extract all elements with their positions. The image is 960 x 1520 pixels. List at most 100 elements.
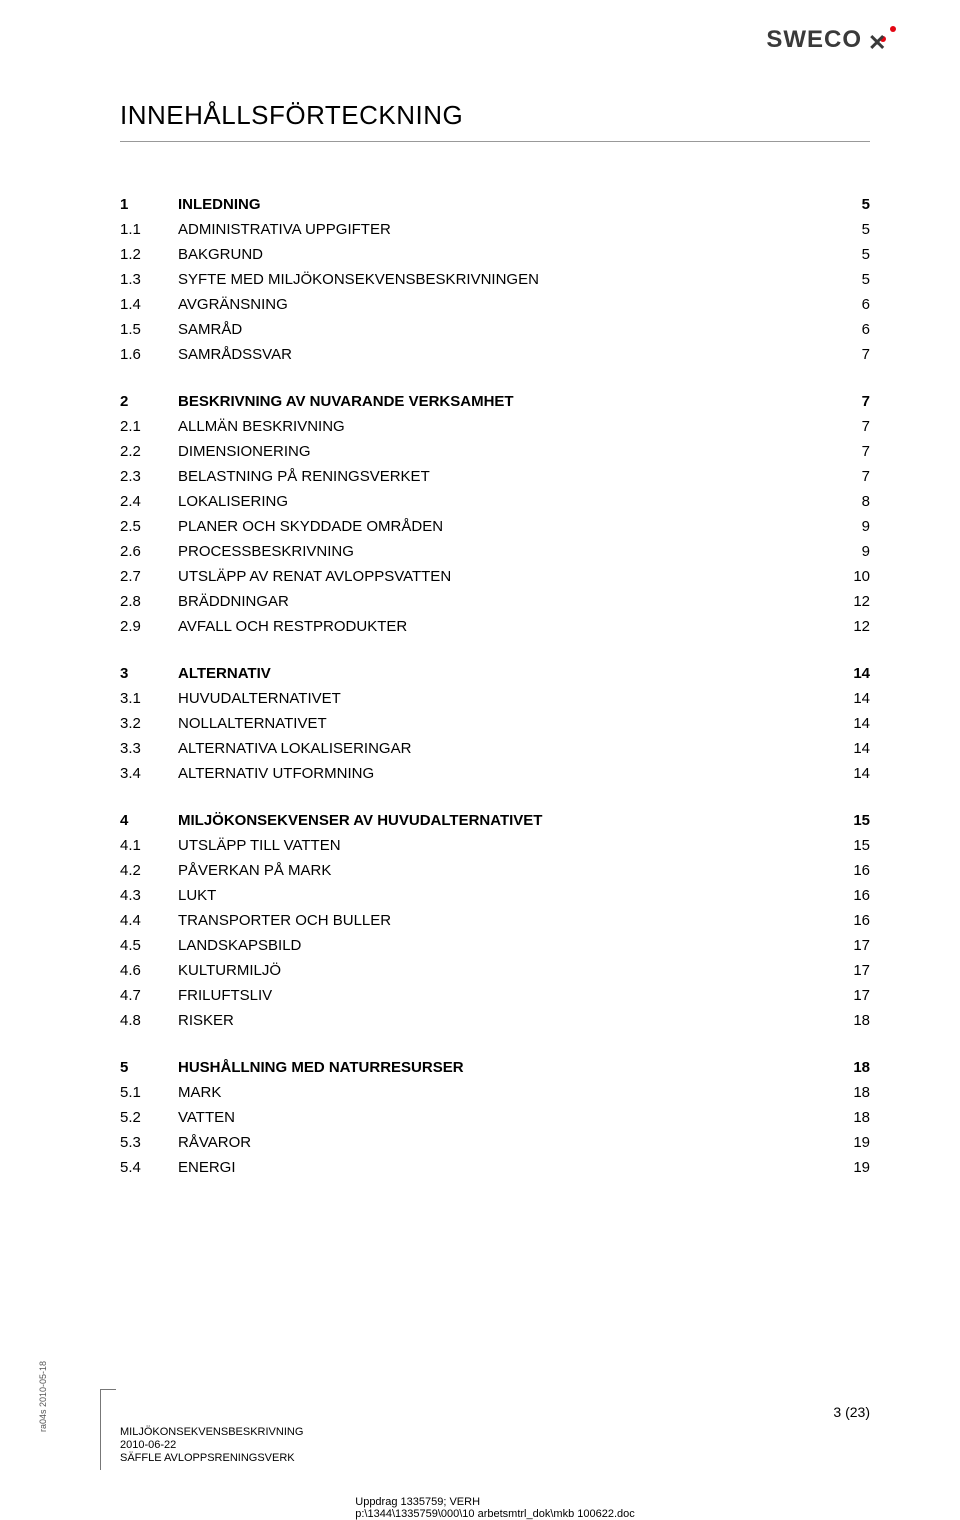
toc-number: 2.9	[120, 616, 178, 637]
toc-row: 1.2BAKGRUND5	[120, 242, 870, 267]
logo-text: SWECO	[766, 26, 862, 54]
toc-row: 5HUSHÅLLNING MED NATURRESURSER18	[120, 1055, 870, 1080]
toc-group: 4MILJÖKONSEKVENSER AV HUVUDALTERNATIVET1…	[120, 808, 870, 1033]
toc-label: HUVUDALTERNATIVET	[178, 688, 834, 709]
page-number: 3 (23)	[833, 1404, 870, 1420]
toc-label: ALTERNATIVA LOKALISERINGAR	[178, 738, 834, 759]
toc-label: HUSHÅLLNING MED NATURRESURSER	[178, 1057, 834, 1078]
toc-number: 2	[120, 391, 178, 412]
toc-page: 16	[834, 885, 870, 906]
toc-label: FRILUFTSLIV	[178, 985, 834, 1006]
toc-page: 18	[834, 1010, 870, 1031]
toc-page: 10	[834, 566, 870, 587]
footer-left: MILJÖKONSEKVENSBESKRIVNING 2010-06-22 SÄ…	[120, 1426, 870, 1464]
toc-number: 2.5	[120, 516, 178, 537]
toc-row: 5.2VATTEN18	[120, 1105, 870, 1130]
toc-row: 5.3RÅVAROR19	[120, 1130, 870, 1155]
toc-number: 3.1	[120, 688, 178, 709]
toc-row: 4.2PÅVERKAN PÅ MARK16	[120, 858, 870, 883]
toc-page: 18	[834, 1082, 870, 1103]
toc-label: RISKER	[178, 1010, 834, 1031]
toc-number: 3.2	[120, 713, 178, 734]
toc-page: 9	[834, 541, 870, 562]
toc-page: 18	[834, 1057, 870, 1078]
toc-label: KULTURMILJÖ	[178, 960, 834, 981]
toc-row: 2.2DIMENSIONERING7	[120, 439, 870, 464]
logo-icon: ✕	[868, 26, 896, 54]
toc-row: 1INLEDNING5	[120, 192, 870, 217]
toc-label: NOLLALTERNATIVET	[178, 713, 834, 734]
toc-row: 5.4ENERGI19	[120, 1155, 870, 1180]
footer-rule	[100, 1390, 101, 1470]
toc-number: 4.7	[120, 985, 178, 1006]
toc-number: 4	[120, 810, 178, 831]
toc-number: 2.7	[120, 566, 178, 587]
toc-page: 7	[834, 344, 870, 365]
toc-label: PÅVERKAN PÅ MARK	[178, 860, 834, 881]
toc-row: 3.1HUVUDALTERNATIVET14	[120, 686, 870, 711]
toc-number: 1.4	[120, 294, 178, 315]
toc-page: 17	[834, 935, 870, 956]
footer-line-1: MILJÖKONSEKVENSBESKRIVNING	[120, 1426, 870, 1438]
toc-page: 17	[834, 985, 870, 1006]
toc-page: 8	[834, 491, 870, 512]
toc-page: 14	[834, 688, 870, 709]
toc-page: 14	[834, 663, 870, 684]
footer-center: Uppdrag 1335759; VERH p:\1344\1335759\00…	[355, 1496, 634, 1520]
toc-row: 1.5SAMRÅD6	[120, 317, 870, 342]
toc-page: 16	[834, 910, 870, 931]
toc-row: 2.4LOKALISERING8	[120, 489, 870, 514]
toc-number: 4.8	[120, 1010, 178, 1031]
toc-number: 2.8	[120, 591, 178, 612]
toc-label: TRANSPORTER OCH BULLER	[178, 910, 834, 931]
toc-number: 1.3	[120, 269, 178, 290]
toc-number: 5.3	[120, 1132, 178, 1153]
toc-label: SAMRÅDSSVAR	[178, 344, 834, 365]
toc-label: ALTERNATIV	[178, 663, 834, 684]
toc-row: 4.5LANDSKAPSBILD17	[120, 933, 870, 958]
toc-label: PLANER OCH SKYDDADE OMRÅDEN	[178, 516, 834, 537]
footer-rule-top	[100, 1389, 116, 1390]
toc-page: 6	[834, 294, 870, 315]
toc-page: 7	[834, 391, 870, 412]
toc-page: 19	[834, 1132, 870, 1153]
title-divider	[120, 141, 870, 142]
toc-row: 3.2NOLLALTERNATIVET14	[120, 711, 870, 736]
toc-row: 5.1MARK18	[120, 1080, 870, 1105]
toc-page: 14	[834, 763, 870, 784]
toc-page: 5	[834, 219, 870, 240]
toc-row: 4.4TRANSPORTER OCH BULLER16	[120, 908, 870, 933]
footer-line-2: 2010-06-22	[120, 1439, 870, 1451]
toc-number: 1.6	[120, 344, 178, 365]
toc-number: 2.4	[120, 491, 178, 512]
toc-label: MILJÖKONSEKVENSER AV HUVUDALTERNATIVET	[178, 810, 834, 831]
toc-label: VATTEN	[178, 1107, 834, 1128]
toc-group: 1INLEDNING51.1ADMINISTRATIVA UPPGIFTER51…	[120, 192, 870, 367]
footer-center-2: p:\1344\1335759\000\10 arbetsmtrl_dok\mk…	[355, 1508, 634, 1520]
toc-label: PROCESSBESKRIVNING	[178, 541, 834, 562]
toc-row: 2.7UTSLÄPP AV RENAT AVLOPPSVATTEN10	[120, 564, 870, 589]
toc-number: 4.5	[120, 935, 178, 956]
toc-page: 15	[834, 835, 870, 856]
toc-row: 1.1ADMINISTRATIVA UPPGIFTER5	[120, 217, 870, 242]
toc-label: ALTERNATIV UTFORMNING	[178, 763, 834, 784]
toc-page: 6	[834, 319, 870, 340]
toc-label: BRÄDDNINGAR	[178, 591, 834, 612]
toc-number: 3	[120, 663, 178, 684]
toc-label: UTSLÄPP TILL VATTEN	[178, 835, 834, 856]
toc-label: AVFALL OCH RESTPRODUKTER	[178, 616, 834, 637]
toc-row: 2.9AVFALL OCH RESTPRODUKTER12	[120, 614, 870, 639]
toc-label: LOKALISERING	[178, 491, 834, 512]
toc-group: 5HUSHÅLLNING MED NATURRESURSER185.1MARK1…	[120, 1055, 870, 1180]
toc-label: BAKGRUND	[178, 244, 834, 265]
toc-page: 16	[834, 860, 870, 881]
toc-label: ALLMÄN BESKRIVNING	[178, 416, 834, 437]
toc-number: 2.3	[120, 466, 178, 487]
toc-row: 1.3SYFTE MED MILJÖKONSEKVENSBESKRIVNINGE…	[120, 267, 870, 292]
toc-number: 2.2	[120, 441, 178, 462]
toc-number: 1.2	[120, 244, 178, 265]
toc-label: LUKT	[178, 885, 834, 906]
toc-row: 4.7FRILUFTSLIV17	[120, 983, 870, 1008]
toc-number: 2.1	[120, 416, 178, 437]
toc-label: SYFTE MED MILJÖKONSEKVENSBESKRIVNINGEN	[178, 269, 834, 290]
